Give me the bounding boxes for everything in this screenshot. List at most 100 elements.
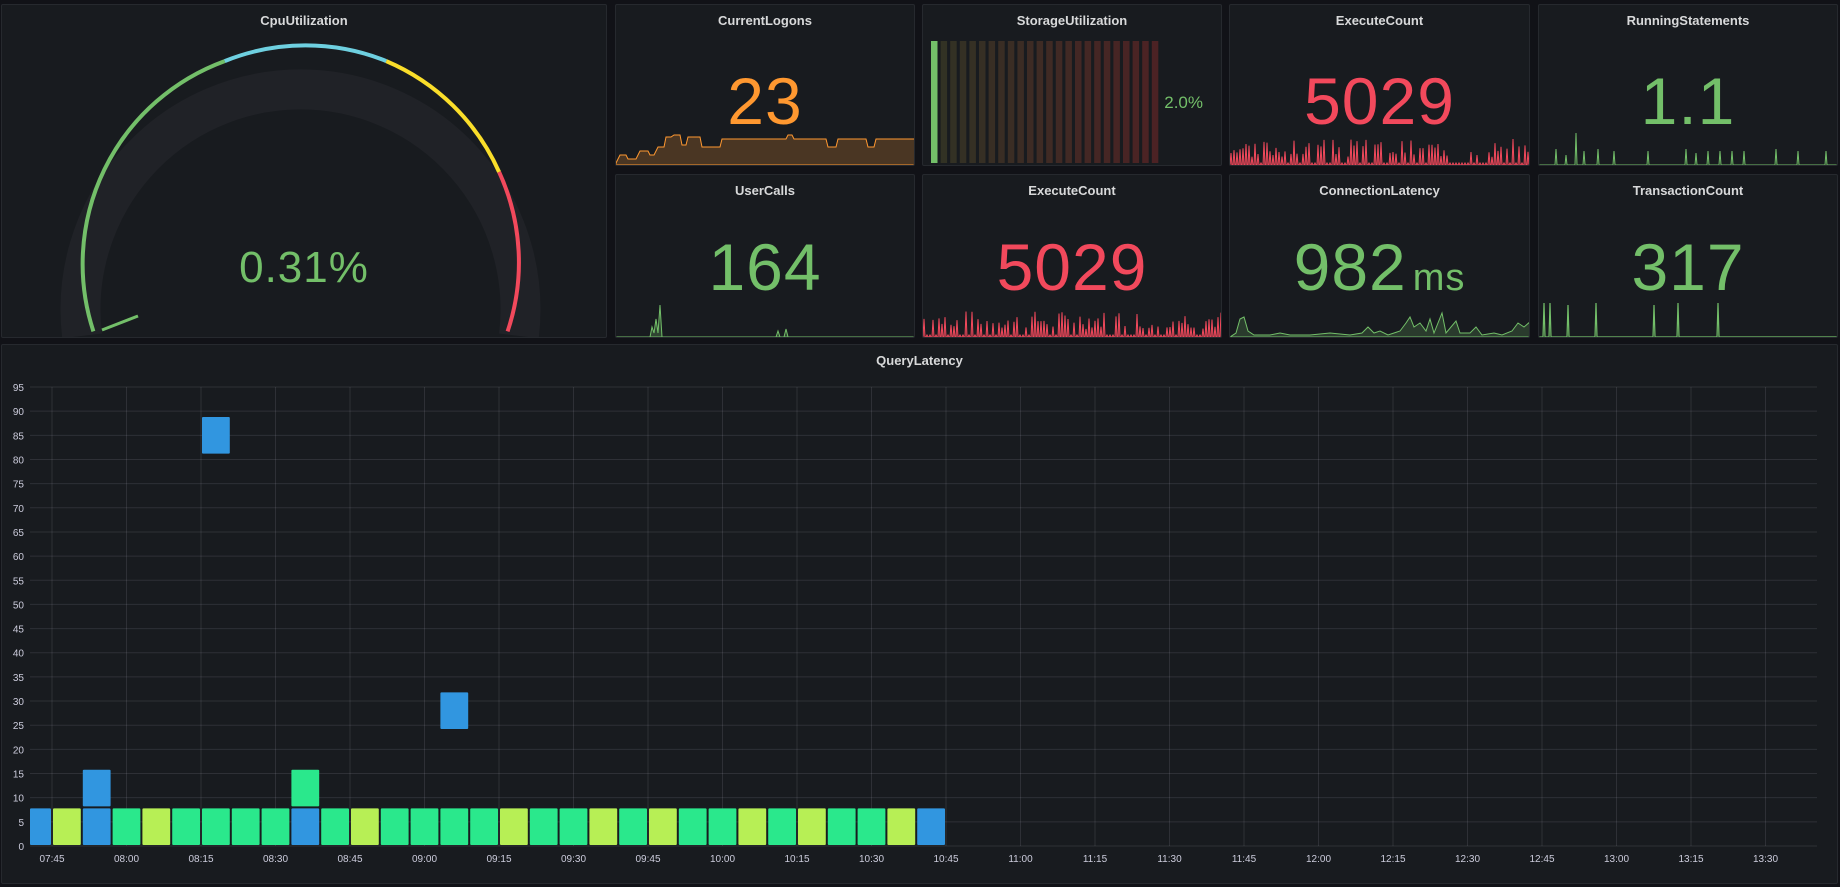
heatmap-cell[interactable] [30, 808, 51, 845]
heatmap-cell[interactable] [142, 808, 171, 845]
storage-bar-gauge [931, 41, 1159, 163]
heatmap-cell[interactable] [857, 808, 886, 845]
y-tick-label: 15 [13, 770, 25, 781]
x-tick-label: 12:15 [1380, 854, 1405, 865]
heatmap-cell[interactable] [827, 808, 856, 845]
heatmap-cell[interactable] [470, 808, 498, 845]
y-tick-label: 85 [13, 431, 25, 442]
x-tick-label: 13:00 [1604, 854, 1629, 865]
storage-bar-segment [931, 41, 938, 163]
storage-bar-segment [959, 41, 967, 163]
x-tick-label: 10:00 [710, 854, 735, 865]
y-tick-label: 50 [13, 600, 25, 611]
storage-value: 2.0% [1164, 93, 1203, 112]
transaction-count-value: 317 [1631, 230, 1745, 304]
cpu-utilization-panel[interactable]: CpuUtilization 0.31% [1, 4, 607, 338]
cpu-value: 0.31% [239, 243, 369, 292]
x-tick-label: 10:30 [859, 854, 884, 865]
y-tick-label: 90 [13, 407, 25, 418]
heatmap-cell[interactable] [410, 808, 439, 845]
execute-count-panel[interactable]: ExecuteCount 5029 [1229, 4, 1530, 166]
user-calls-value: 164 [708, 230, 822, 304]
heatmap-cell[interactable] [649, 808, 677, 845]
heatmap-cell[interactable] [172, 808, 200, 845]
connection-latency-panel[interactable]: ConnectionLatency 982 ms [1229, 174, 1530, 338]
panel-title: CpuUtilization [260, 13, 348, 28]
heatmap-cell[interactable] [559, 808, 588, 845]
x-tick-label: 11:00 [1008, 854, 1033, 865]
x-tick-label: 12:30 [1455, 854, 1480, 865]
execute-count-panel-2[interactable]: ExecuteCount 5029 [922, 174, 1222, 338]
transaction-count-panel[interactable]: TransactionCount 317 [1538, 174, 1838, 338]
gauge-threshold-red [497, 171, 521, 333]
running-statements-panel[interactable]: RunningStatements 1.1 [1538, 4, 1838, 166]
x-tick-label: 09:15 [486, 854, 511, 865]
query-latency-panel[interactable]: QueryLatency 0 5 10 15 20 25 30 35 40 45 50 55 60 65 7… [1, 344, 1838, 884]
heatmap-cell[interactable] [708, 808, 737, 845]
storage-bar-segment [1007, 41, 1015, 163]
current-logons-sparkline [616, 134, 914, 165]
panel-title: ConnectionLatency [1319, 183, 1440, 198]
y-tick-label: 35 [13, 673, 25, 684]
heatmap-cell[interactable] [500, 808, 528, 845]
current-logons-value: 23 [727, 64, 803, 138]
heatmap-cell[interactable] [798, 808, 826, 845]
heatmap-cell[interactable] [53, 808, 81, 845]
x-tick-label: 12:00 [1306, 854, 1331, 865]
y-tick-label: 60 [13, 552, 25, 563]
heatmap-cell[interactable] [440, 808, 469, 845]
x-tick-label: 07:45 [39, 854, 64, 865]
heatmap-cell[interactable] [887, 808, 916, 845]
panel-title: QueryLatency [876, 353, 963, 368]
heatmap-cell[interactable] [678, 808, 707, 845]
storage-bar-segment [1036, 41, 1044, 163]
heatmap-cell[interactable] [738, 808, 767, 845]
y-tick-label: 30 [13, 697, 25, 708]
panel-title: ExecuteCount [1335, 13, 1424, 28]
heatmap-cell[interactable] [768, 808, 796, 845]
gauge-threshold-green [80, 59, 226, 333]
storage-bar-segment [1132, 41, 1140, 163]
heatmap-cell[interactable] [291, 769, 320, 807]
latency-unit: ms [1412, 257, 1466, 299]
heatmap-cell[interactable] [529, 808, 558, 845]
x-tick-label: 08:45 [337, 854, 362, 865]
storage-bar-segment [969, 41, 976, 163]
gauge-threshold-cyan [223, 43, 388, 63]
y-tick-label: 70 [13, 504, 25, 515]
heatmap-cell[interactable] [440, 692, 469, 730]
user-calls-panel[interactable]: UserCalls 164 [615, 174, 915, 338]
heatmap-cell[interactable] [619, 808, 647, 845]
panel-title: ExecuteCount [1028, 183, 1116, 198]
connection-latency-sparkline [1230, 311, 1529, 337]
panel-title: UserCalls [735, 183, 795, 198]
execute-count-value: 5029 [996, 230, 1148, 304]
heatmap-cell[interactable] [112, 808, 141, 845]
heatmap-cell[interactable] [261, 808, 290, 845]
storage-bar-segment [1142, 41, 1149, 163]
panel-title: CurrentLogons [718, 13, 812, 28]
heatmap-cell[interactable] [231, 808, 260, 845]
user-calls-sparkline [616, 304, 914, 337]
heatmap-cell[interactable] [589, 808, 618, 845]
x-tick-label: 13:30 [1753, 854, 1778, 865]
heatmap-cell[interactable] [202, 808, 230, 845]
heatmap-cell[interactable] [202, 416, 230, 454]
heatmap-cell[interactable] [917, 808, 945, 845]
heatmap-cell[interactable] [82, 808, 111, 845]
heatmap-cell[interactable] [351, 808, 379, 845]
heatmap-cell[interactable] [291, 808, 320, 845]
heatmap-cell[interactable] [380, 808, 409, 845]
current-logons-panel[interactable]: CurrentLogons 23 [615, 4, 915, 166]
x-tick-label: 11:15 [1083, 854, 1108, 865]
storage-bar-segment [1123, 41, 1130, 163]
y-tick-label: 65 [13, 528, 25, 539]
running-statements-sparkline [1539, 132, 1837, 165]
heatmap-cell[interactable] [82, 769, 111, 807]
y-tick-label: 10 [13, 794, 25, 805]
storage-utilization-panel[interactable]: StorageUtilization 2.0% [922, 4, 1222, 166]
storage-bar-segment [940, 41, 948, 163]
storage-bar-segment [1027, 41, 1034, 163]
y-tick-label: 55 [13, 576, 25, 587]
heatmap-cell[interactable] [321, 808, 349, 845]
